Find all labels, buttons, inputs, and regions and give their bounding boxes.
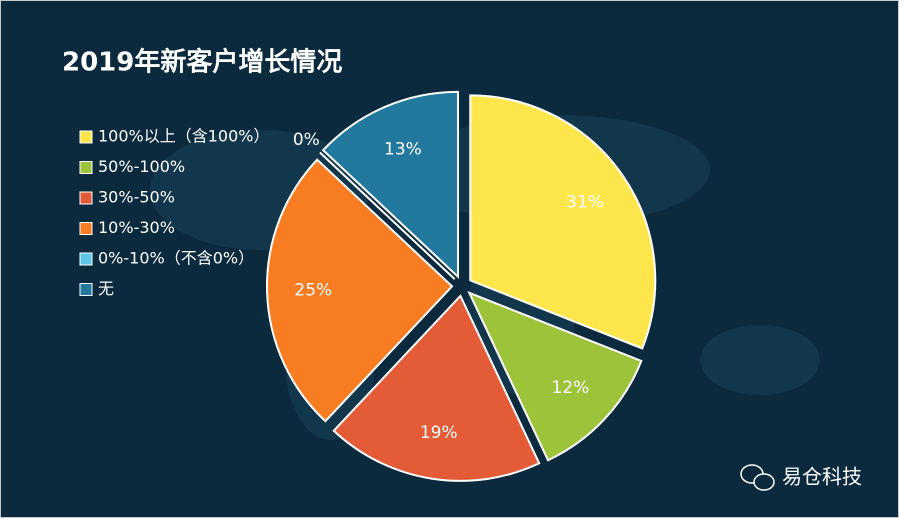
data-label: 13%	[384, 139, 422, 159]
pie-slice	[467, 290, 643, 462]
legend-swatch	[79, 161, 93, 174]
legend-label: 无	[98, 279, 114, 298]
legend-label: 10%-30%	[98, 218, 175, 237]
legend-swatch	[79, 130, 93, 144]
legend-label: 30%-50%	[98, 188, 175, 207]
pie-slice	[321, 90, 460, 280]
watermark: 易仓科技	[740, 464, 862, 491]
data-label: 12%	[552, 378, 590, 398]
legend-label: 50%-100%	[98, 157, 185, 176]
pie-slice	[469, 94, 657, 350]
legend-swatch	[79, 222, 93, 235]
data-label: 0%	[293, 130, 320, 150]
legend-swatch	[79, 283, 93, 296]
legend-swatch	[79, 252, 93, 266]
legend-label: 100%以上（含100%）	[98, 127, 270, 146]
legend-swatch	[79, 191, 93, 205]
data-label: 19%	[420, 423, 458, 443]
chart-title: 2019年新客户增长情况	[62, 47, 342, 78]
data-label: 25%	[294, 281, 332, 301]
watermark-text: 易仓科技	[782, 465, 862, 489]
data-label: 31%	[566, 192, 604, 212]
pie-slice	[332, 294, 541, 482]
legend-label: 0%-10%（不含0%）	[98, 249, 254, 268]
pie-slice	[266, 158, 454, 423]
